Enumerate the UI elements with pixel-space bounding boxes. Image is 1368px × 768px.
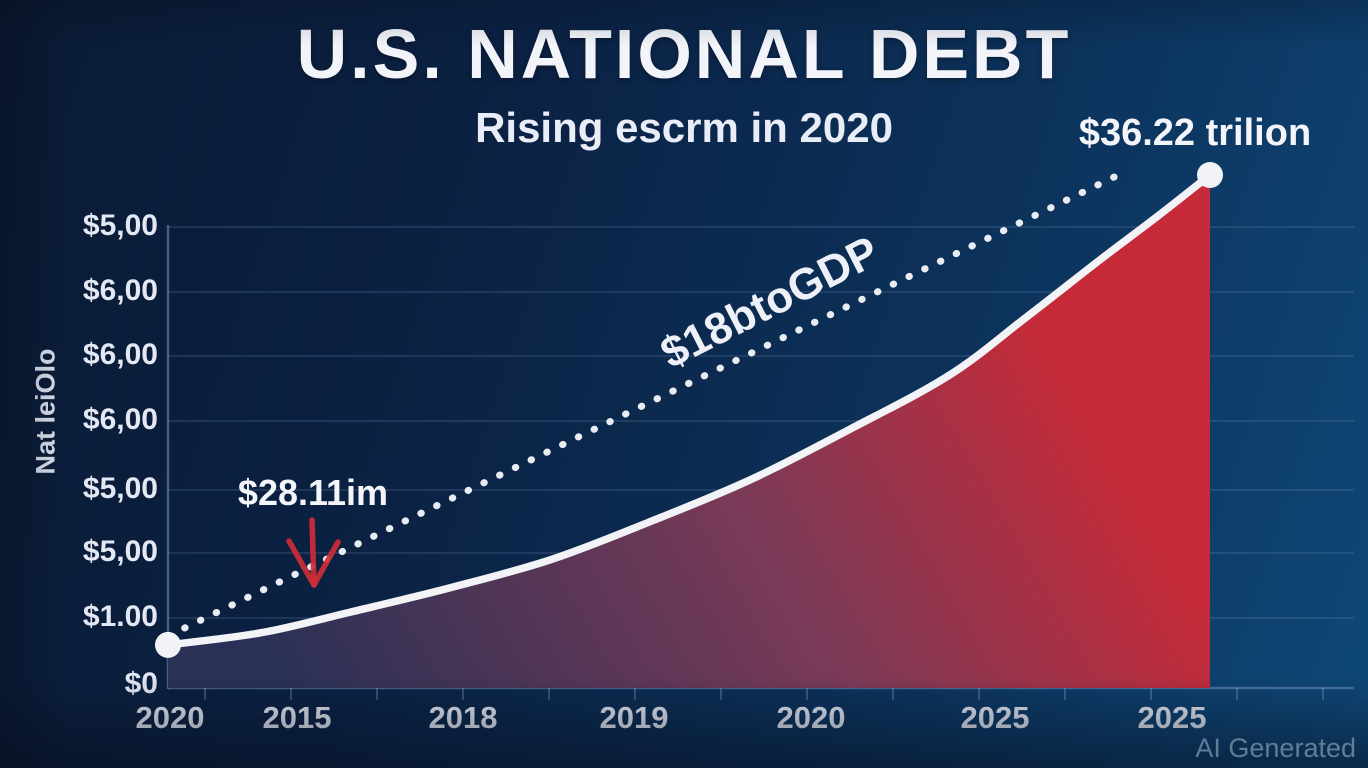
curve-start-dot: [155, 631, 181, 658]
x-tick-label: 2020: [135, 700, 205, 735]
y-tick-label: $6,00: [82, 274, 158, 307]
ai-generated-watermark: AI Generated: [1195, 733, 1356, 763]
x-tick-label: 2025: [960, 700, 1030, 735]
y-tick-label: $0: [124, 667, 158, 700]
arrow-stroke: [309, 517, 317, 587]
x-tick-label: 2020: [776, 700, 846, 735]
x-tick-label: 2019: [599, 700, 669, 735]
chart-subtitle: Rising escrm in 2020: [475, 104, 893, 151]
x-tick-label: 2025: [1137, 700, 1207, 735]
y-tick-label: $6,00: [82, 338, 158, 371]
chart-title: U.S. NATIONAL DEBT: [296, 15, 1072, 93]
y-tick-label: $6,00: [82, 403, 158, 436]
y-tick-label: $5,00: [82, 209, 158, 242]
y-tick-label: $1.00: [82, 600, 158, 633]
debt-area-fill: [168, 175, 1210, 688]
red-down-arrow: [286, 517, 341, 588]
debt-curve-line: [164, 171, 1214, 649]
arrow-stroke: [311, 539, 341, 588]
y-tick-label: $5,00: [82, 535, 158, 568]
mid-value-annotation: $28.11im: [237, 472, 389, 513]
y-tick-label: $5,00: [82, 472, 158, 505]
peak-value-annotation: $36.22 trilion: [1078, 112, 1312, 154]
x-tick-label: 2018: [428, 700, 498, 735]
arrow-stroke: [286, 538, 317, 588]
x-axis-ticks: [204, 688, 1324, 700]
x-tick-label: 2015: [262, 700, 332, 735]
curve-peak-dot: [1197, 162, 1223, 188]
dotted-trend-line: [181, 171, 1122, 632]
